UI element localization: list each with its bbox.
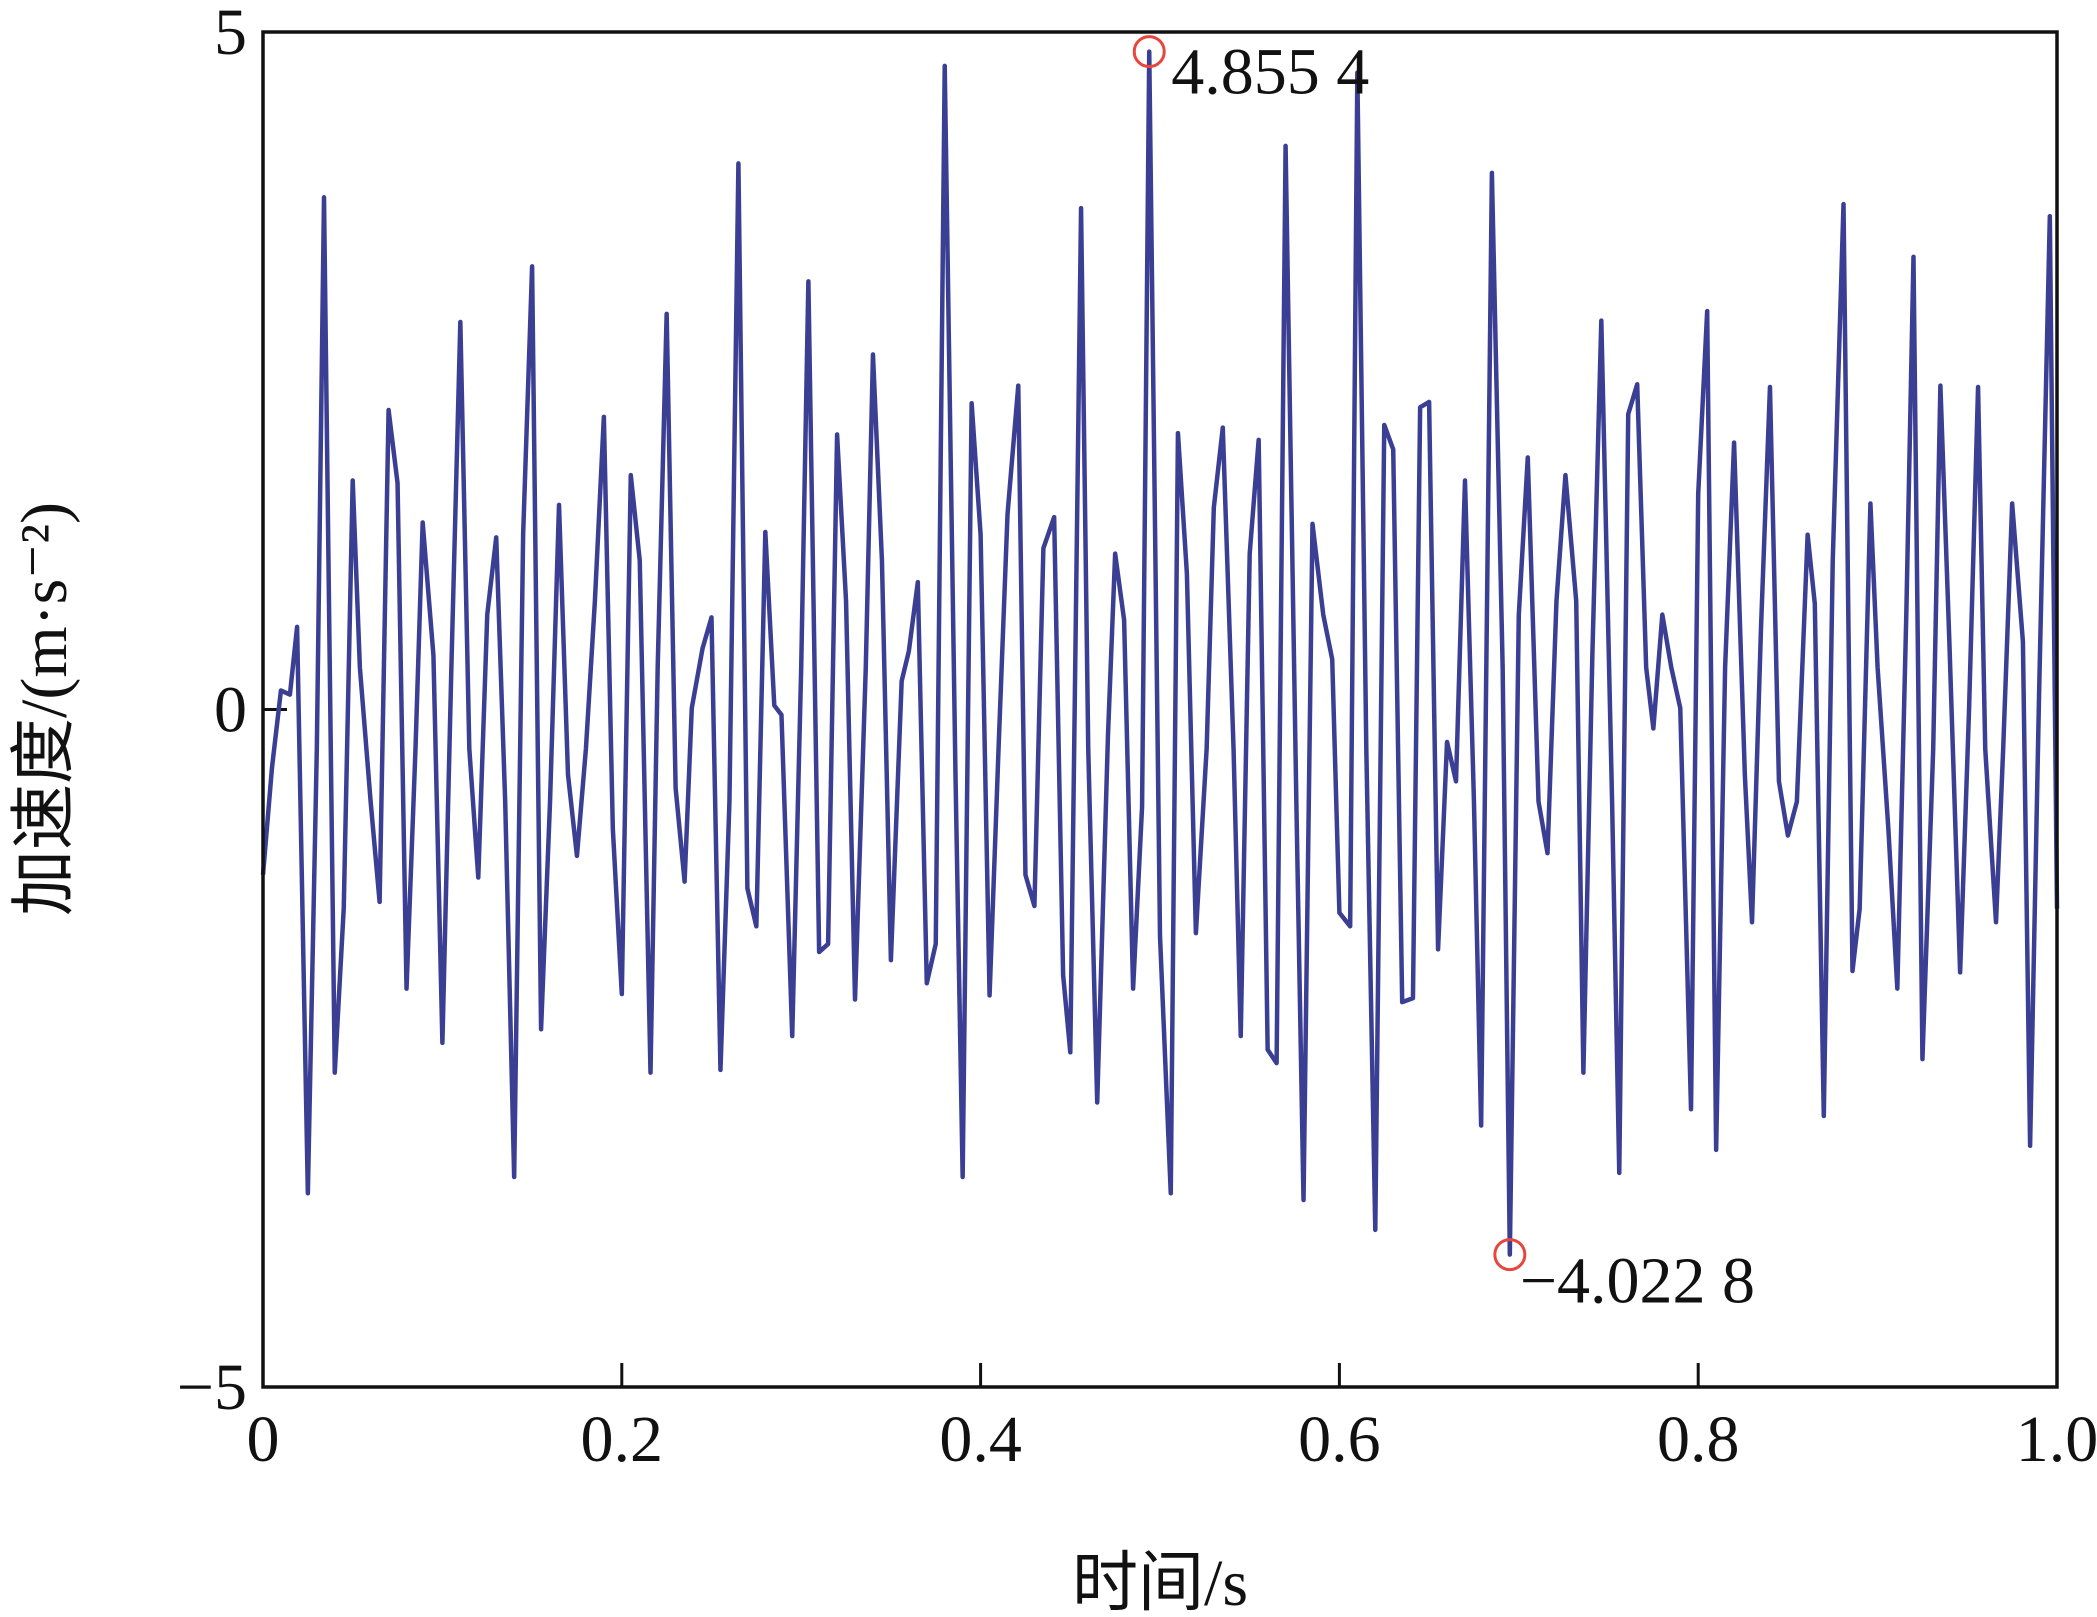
- x-tick-label: 1.0: [2016, 1403, 2097, 1476]
- x-tick-label: 0.8: [1657, 1403, 1740, 1476]
- x-tick-label: 0.4: [939, 1403, 1022, 1476]
- annotation-label: 4.855 4: [1171, 36, 1369, 109]
- annotation-label: −4.022 8: [1520, 1245, 1755, 1318]
- y-axis-label: 加速度/(m·s⁻²): [8, 502, 81, 916]
- y-tick-label: 0: [214, 674, 247, 747]
- annotation-marker: [1493, 1238, 1527, 1272]
- y-tick-label: 5: [214, 0, 247, 69]
- x-axis-label: 时间/s: [1072, 1547, 1248, 1617]
- x-tick-label: 0.2: [581, 1403, 664, 1476]
- x-tick-label: 0: [247, 1403, 280, 1476]
- data-line: [260, 49, 2060, 1257]
- y-tick-label: −5: [177, 1351, 247, 1424]
- plot-frame: [261, 30, 2059, 1389]
- annotation-marker: [1132, 35, 1166, 69]
- x-tick-label: 0.6: [1298, 1403, 1381, 1476]
